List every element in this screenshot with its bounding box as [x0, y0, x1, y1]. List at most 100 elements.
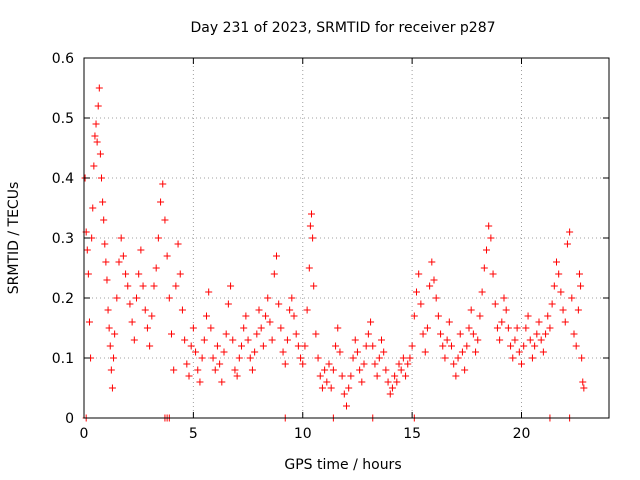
- data-point: [580, 384, 588, 392]
- data-point: [240, 324, 248, 332]
- data-point: [154, 234, 162, 242]
- data-point: [137, 246, 145, 254]
- data-point: [172, 282, 180, 290]
- data-point: [95, 84, 103, 92]
- data-point: [336, 348, 344, 356]
- data-point: [139, 282, 147, 290]
- data-point: [229, 336, 237, 344]
- data-point: [170, 366, 178, 374]
- data-point: [402, 372, 410, 380]
- data-point: [419, 330, 427, 338]
- data-point: [526, 336, 534, 344]
- data-point: [106, 342, 114, 350]
- x-axis-label: GPS time / hours: [284, 457, 401, 473]
- data-point: [531, 342, 539, 350]
- y-tick-label: 0: [65, 411, 74, 427]
- data-point: [126, 300, 134, 308]
- data-point: [509, 354, 517, 362]
- data-point: [329, 366, 337, 374]
- data-point: [89, 204, 97, 212]
- data-point: [555, 270, 563, 278]
- data-point: [185, 372, 193, 380]
- data-point: [496, 336, 504, 344]
- y-tick-label: 0.4: [52, 171, 74, 187]
- data-point: [340, 390, 348, 398]
- data-point: [143, 324, 151, 332]
- data-point: [428, 258, 436, 266]
- data-point: [397, 366, 405, 374]
- x-tick-label: 5: [189, 426, 198, 442]
- data-point: [360, 360, 368, 368]
- data-point: [101, 240, 109, 248]
- x-tick-labels: 0 5 10 15 20: [80, 426, 531, 442]
- data-point: [487, 234, 495, 242]
- data-point: [578, 354, 586, 362]
- data-point: [321, 366, 329, 374]
- data-point: [380, 348, 388, 356]
- data-point: [437, 330, 445, 338]
- data-point: [524, 312, 532, 320]
- data-point: [251, 348, 259, 356]
- data-point: [450, 360, 458, 368]
- data-point: [388, 384, 396, 392]
- data-point: [266, 318, 274, 326]
- data-point: [469, 330, 477, 338]
- data-point: [135, 270, 143, 278]
- data-point: [493, 324, 501, 332]
- data-point: [426, 282, 434, 290]
- data-point: [572, 342, 580, 350]
- data-point: [216, 360, 224, 368]
- data-point: [233, 372, 241, 380]
- data-point: [318, 384, 326, 392]
- y-axis-label: SRMTID / TECUs: [6, 182, 22, 295]
- data-point: [277, 324, 285, 332]
- data-point: [133, 294, 140, 302]
- grid: [84, 58, 609, 418]
- data-point: [146, 342, 154, 350]
- data-point: [314, 354, 322, 362]
- data-point: [441, 354, 449, 362]
- x-tick-label: 20: [513, 426, 531, 442]
- data-point: [568, 294, 576, 302]
- data-point: [288, 294, 296, 302]
- data-point: [104, 306, 112, 314]
- data-points: [81, 84, 588, 422]
- data-point: [347, 372, 355, 380]
- data-point: [434, 312, 442, 320]
- data-point: [557, 288, 565, 296]
- data-point: [306, 222, 314, 230]
- data-point: [168, 330, 175, 338]
- data-point: [130, 336, 138, 344]
- data-point: [255, 306, 263, 314]
- data-point: [577, 282, 585, 290]
- data-point: [305, 264, 313, 272]
- data-point: [463, 342, 471, 350]
- data-point: [515, 348, 523, 356]
- data-point: [117, 234, 125, 242]
- chart-title: Day 231 of 2023, SRMTID for receiver p28…: [190, 20, 495, 36]
- data-point: [518, 360, 525, 368]
- x-tick-label: 15: [403, 426, 421, 442]
- y-tick-label: 0.6: [52, 51, 74, 67]
- data-point: [273, 252, 280, 260]
- data-point: [283, 336, 291, 344]
- data-point: [96, 150, 104, 158]
- data-point: [203, 312, 210, 320]
- data-point: [439, 342, 447, 350]
- data-point: [375, 354, 383, 362]
- data-point: [513, 324, 521, 332]
- data-point: [90, 162, 98, 170]
- data-point: [262, 312, 270, 320]
- data-point: [211, 366, 219, 374]
- data-point: [187, 342, 195, 350]
- data-point: [371, 360, 379, 368]
- data-point: [176, 270, 184, 278]
- data-point: [309, 234, 317, 242]
- data-point: [128, 318, 136, 326]
- data-point: [94, 102, 102, 110]
- data-point: [520, 342, 528, 350]
- data-point: [356, 366, 364, 374]
- data-point: [456, 330, 464, 338]
- data-point: [111, 330, 119, 338]
